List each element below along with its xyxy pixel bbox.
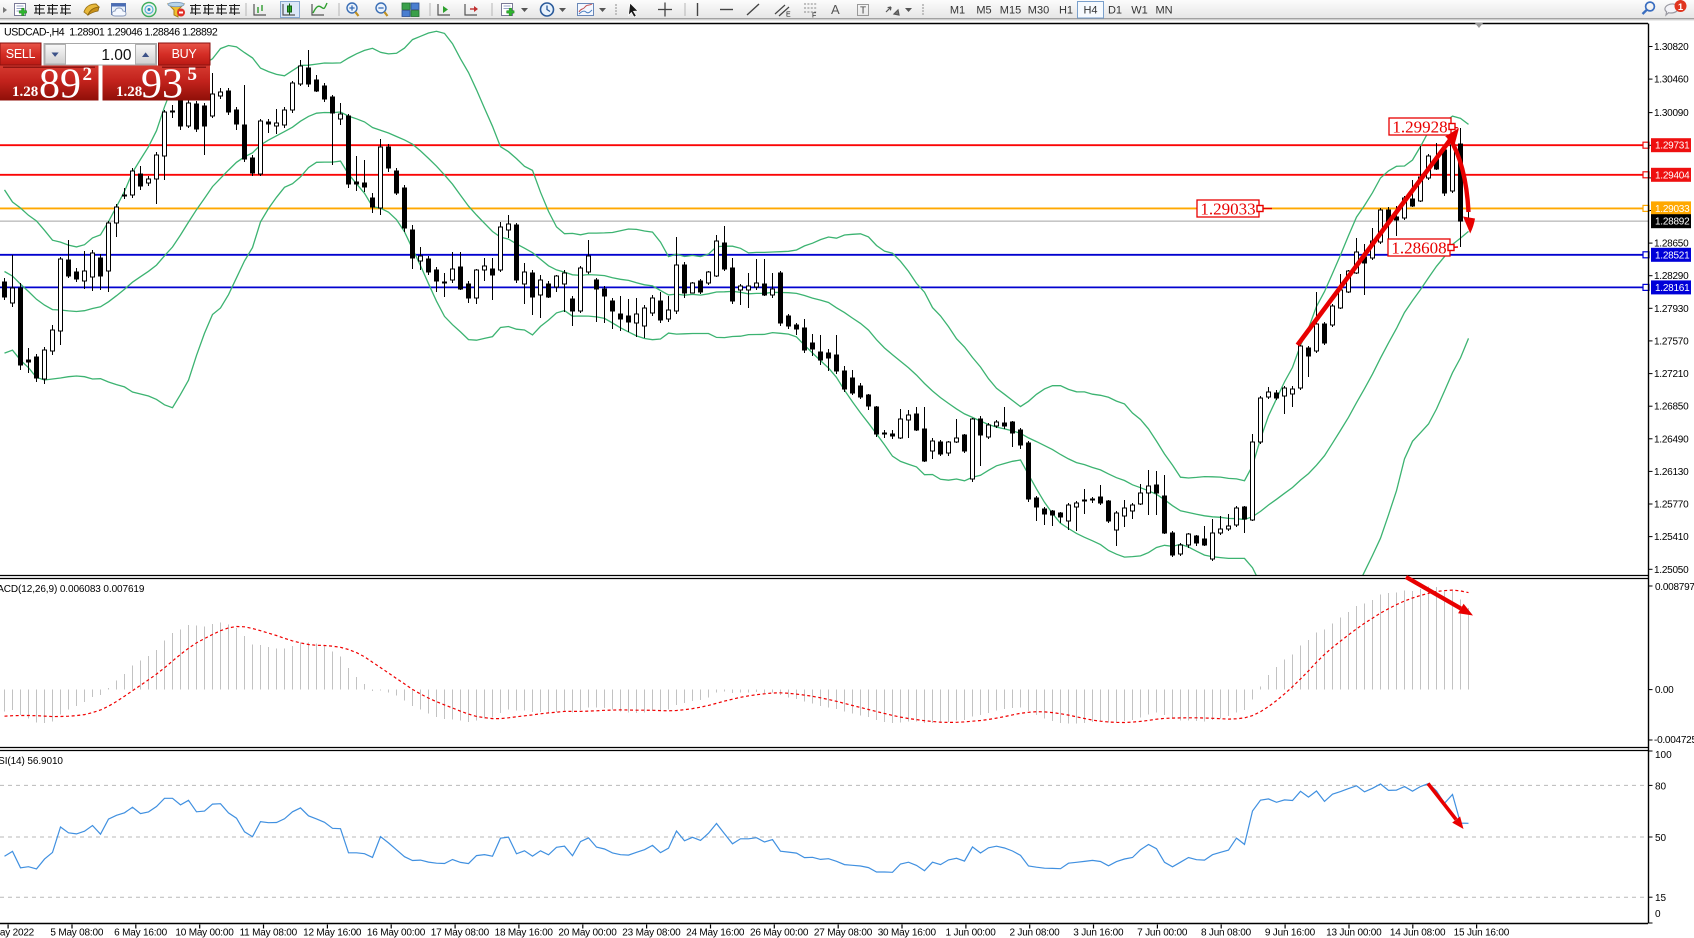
- svg-text:M30: M30: [1028, 5, 1049, 17]
- svg-text:1.28650: 1.28650: [1654, 239, 1689, 250]
- svg-text:100: 100: [1655, 750, 1672, 761]
- svg-text:H1: H1: [1059, 5, 1073, 17]
- svg-text:2: 2: [83, 64, 93, 85]
- svg-text:12 May 16:00: 12 May 16:00: [303, 928, 362, 938]
- svg-text:T: T: [860, 6, 866, 17]
- svg-text:1.26130: 1.26130: [1654, 467, 1689, 478]
- svg-text:1.27210: 1.27210: [1654, 369, 1689, 380]
- svg-text:93: 93: [141, 62, 183, 108]
- svg-text:14 Jun 08:00: 14 Jun 08:00: [1390, 928, 1446, 938]
- svg-text:1.29928: 1.29928: [1392, 118, 1447, 137]
- svg-text:24 May 16:00: 24 May 16:00: [686, 928, 745, 938]
- svg-text:1.30090: 1.30090: [1654, 108, 1689, 119]
- svg-text:A: A: [831, 2, 840, 17]
- svg-text:1.29033: 1.29033: [1655, 204, 1690, 215]
- svg-text:8 Jun 08:00: 8 Jun 08:00: [1201, 928, 1252, 938]
- svg-text:1.29033: 1.29033: [1200, 200, 1255, 219]
- svg-text:30 May 16:00: 30 May 16:00: [878, 928, 937, 938]
- svg-text:20 May 00:00: 20 May 00:00: [558, 928, 617, 938]
- svg-text:10 May 00:00: 10 May 00:00: [175, 928, 234, 938]
- svg-text:E: E: [786, 12, 791, 19]
- svg-text:1.27570: 1.27570: [1654, 336, 1689, 347]
- svg-text:1 Jun 00:00: 1 Jun 00:00: [946, 928, 997, 938]
- svg-text:USDCAD-,H4 1.28901 1.29046 1.: USDCAD-,H4 1.28901 1.29046 1.28846 1.288…: [4, 27, 218, 39]
- svg-text:1.29404: 1.29404: [1655, 170, 1690, 181]
- svg-text:1.29731: 1.29731: [1655, 141, 1690, 152]
- svg-text:2 Jun 08:00: 2 Jun 08:00: [1009, 928, 1060, 938]
- svg-text:BUY: BUY: [172, 47, 198, 61]
- svg-text:11 May 08:00: 11 May 08:00: [240, 928, 298, 938]
- svg-text:5 May 08:00: 5 May 08:00: [50, 928, 103, 938]
- svg-text:26 May 00:00: 26 May 00:00: [750, 928, 809, 938]
- svg-text:7 Jun 00:00: 7 Jun 00:00: [1137, 928, 1188, 938]
- svg-text:-0.004725: -0.004725: [1654, 735, 1694, 746]
- svg-text:0.00: 0.00: [1655, 685, 1674, 696]
- svg-text:5: 5: [188, 64, 198, 85]
- svg-text:1.28290: 1.28290: [1654, 271, 1689, 282]
- svg-text:1.27930: 1.27930: [1654, 304, 1689, 315]
- svg-text:1.26850: 1.26850: [1654, 402, 1689, 413]
- svg-text:M1: M1: [950, 5, 965, 17]
- svg-text:0: 0: [1655, 909, 1661, 920]
- svg-text:18 May 16:00: 18 May 16:00: [495, 928, 554, 938]
- svg-text:6 May 16:00: 6 May 16:00: [114, 928, 167, 938]
- svg-text:17 May 08:00: 17 May 08:00: [431, 928, 490, 938]
- svg-text:1.28608: 1.28608: [1391, 239, 1446, 258]
- svg-text:1.26490: 1.26490: [1654, 434, 1689, 445]
- svg-text:27 May 08:00: 27 May 08:00: [814, 928, 873, 938]
- svg-text:3 Jun 16:00: 3 Jun 16:00: [1073, 928, 1124, 938]
- svg-text:4 May 2022: 4 May 2022: [0, 928, 35, 938]
- svg-text:9 Jun 16:00: 9 Jun 16:00: [1265, 928, 1316, 938]
- svg-text:1.28: 1.28: [116, 84, 142, 100]
- svg-text:1.00: 1.00: [101, 47, 132, 64]
- svg-text:1.30460: 1.30460: [1654, 75, 1689, 86]
- svg-text:80: 80: [1655, 781, 1667, 792]
- svg-text:15 Jun 16:00: 15 Jun 16:00: [1454, 928, 1510, 938]
- svg-text:1.25050: 1.25050: [1654, 565, 1689, 576]
- svg-text:M5: M5: [976, 5, 991, 17]
- svg-text:15: 15: [1655, 893, 1667, 904]
- svg-text:SELL: SELL: [6, 47, 36, 61]
- svg-text:13 Jun 00:00: 13 Jun 00:00: [1326, 928, 1382, 938]
- svg-text:1.28892: 1.28892: [1655, 217, 1690, 228]
- svg-text:M15: M15: [1000, 5, 1021, 17]
- svg-text:1.25770: 1.25770: [1654, 500, 1689, 511]
- svg-text:1.28161: 1.28161: [1655, 283, 1690, 294]
- svg-text:1.25410: 1.25410: [1654, 532, 1689, 543]
- svg-text:50: 50: [1655, 833, 1667, 844]
- svg-text:MACD(12,26,9) 0.006083 0.00761: MACD(12,26,9) 0.006083 0.007619: [0, 584, 145, 595]
- svg-text:89: 89: [39, 62, 81, 108]
- svg-text:H4: H4: [1083, 5, 1097, 17]
- svg-text:0.008797: 0.008797: [1655, 582, 1694, 593]
- svg-text:MN: MN: [1155, 5, 1172, 17]
- svg-text:W1: W1: [1131, 5, 1148, 17]
- svg-text:1.30820: 1.30820: [1654, 42, 1689, 53]
- svg-text:D1: D1: [1108, 5, 1122, 17]
- svg-text:1.28: 1.28: [12, 84, 38, 100]
- svg-text:1: 1: [1678, 2, 1684, 13]
- svg-text:23 May 08:00: 23 May 08:00: [622, 928, 681, 938]
- svg-text:16 May 00:00: 16 May 00:00: [367, 928, 426, 938]
- svg-text:1.28521: 1.28521: [1655, 250, 1690, 261]
- svg-text:RSI(14) 56.9010: RSI(14) 56.9010: [0, 756, 63, 767]
- svg-text:F: F: [812, 13, 816, 20]
